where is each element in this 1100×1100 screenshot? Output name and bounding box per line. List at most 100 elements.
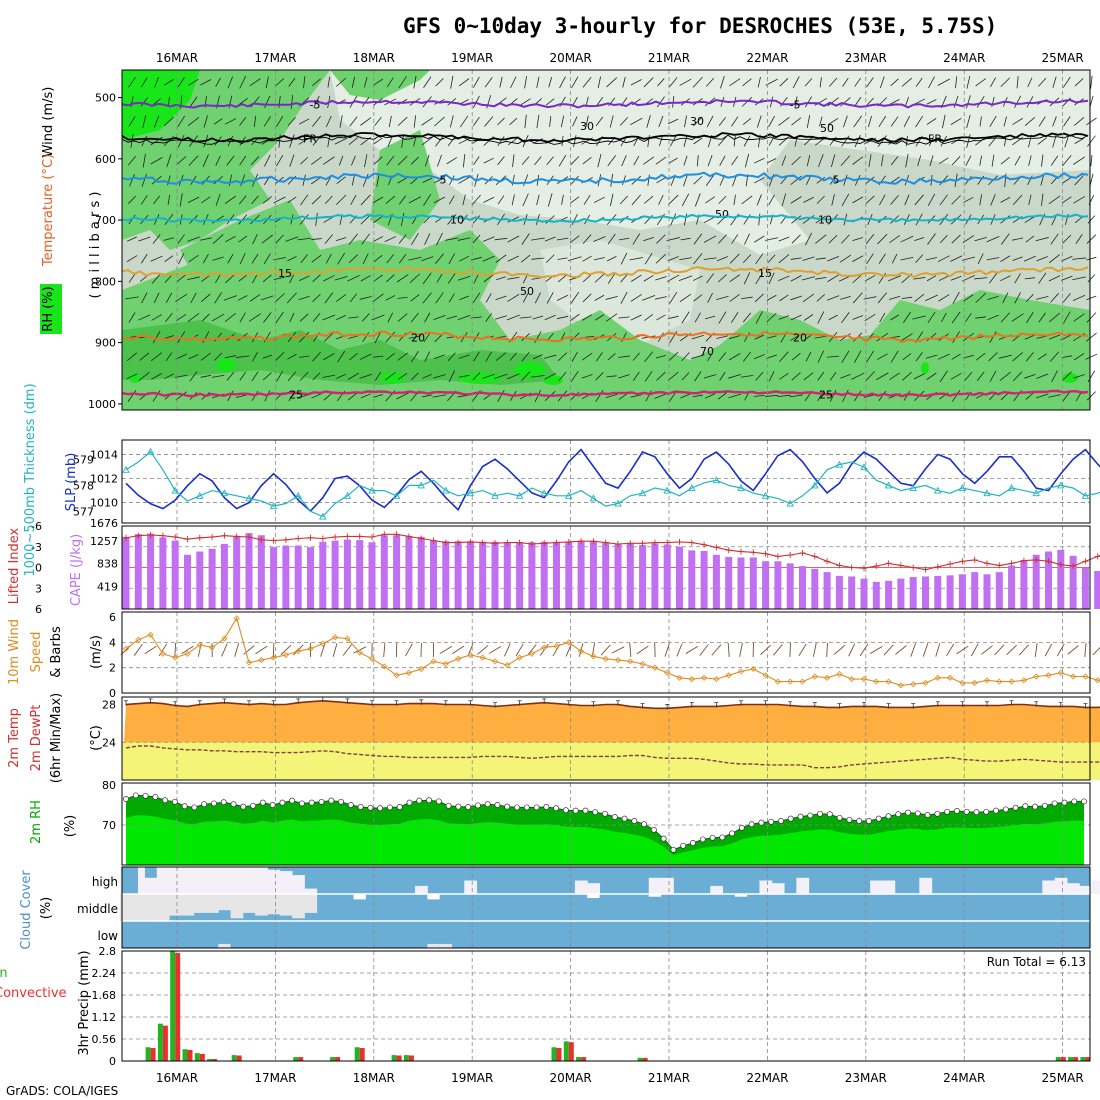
precip-total-bar — [231, 1055, 237, 1061]
wind-barb — [658, 136, 663, 147]
wind-barb — [545, 215, 555, 224]
wind-speed-marker — [701, 674, 708, 681]
wind-barb — [979, 155, 983, 166]
wind-barb — [705, 315, 716, 320]
wind-barb — [731, 312, 739, 323]
surface-wind-barb — [833, 645, 845, 655]
isotherm-label: FR — [303, 132, 317, 145]
wind-speed-marker — [1033, 673, 1040, 680]
wind-barb — [718, 195, 727, 204]
wind-barb — [1073, 353, 1085, 361]
high-cloud-gap — [415, 885, 428, 894]
lifted-index-marker — [393, 531, 400, 538]
high-cloud-gap — [759, 880, 773, 894]
cape-bar — [749, 557, 757, 609]
wind-barb — [681, 311, 690, 324]
wind-barb — [200, 79, 212, 86]
lifted-index-marker — [455, 539, 462, 546]
wind-barb — [1050, 293, 1059, 303]
wind-barb — [630, 79, 642, 86]
cape-bar — [995, 572, 1003, 609]
wind-barb — [142, 115, 147, 128]
temp-axis-unit: (°C) — [89, 725, 104, 751]
wind-barb — [953, 95, 959, 108]
wind-barb — [153, 115, 160, 128]
wind-barb — [397, 352, 408, 361]
rh2m-marker — [719, 834, 726, 841]
slp-tick: 1012 — [90, 472, 118, 485]
wind-barb — [755, 272, 764, 285]
thickness-marker — [737, 484, 745, 491]
wind-barb — [582, 293, 592, 303]
wind-barb — [827, 274, 839, 283]
wind-barb — [1087, 274, 1096, 283]
precip-run-total: Run Total = 6.13 — [987, 955, 1086, 969]
wind-barb — [806, 115, 811, 128]
wind-barb — [621, 155, 627, 167]
wind-barb — [200, 293, 211, 303]
cape-bar — [540, 541, 548, 609]
wind-barb — [989, 370, 997, 382]
wind-barb — [561, 194, 564, 205]
wind-barb — [693, 137, 703, 145]
wind-barb — [986, 235, 1000, 243]
wind-speed-marker — [1082, 673, 1089, 680]
wind-barb — [865, 233, 875, 245]
wind-barb — [681, 352, 690, 362]
rh2m-marker — [347, 802, 354, 808]
rh2m-marker — [1081, 798, 1087, 805]
temperature-max-marker — [148, 698, 153, 704]
wind-barb — [716, 335, 729, 339]
date-label-top: 24MAR — [943, 51, 985, 65]
lifted-index-marker — [159, 532, 166, 539]
middle-cloud-gap — [648, 894, 662, 897]
wind-barb — [152, 234, 161, 244]
wind-barb — [890, 215, 900, 224]
wind-barb — [1036, 256, 1048, 262]
wind-barb — [472, 234, 481, 244]
wind-barb — [817, 350, 825, 363]
surface-wind-barb — [859, 643, 869, 657]
wind-barb — [804, 96, 813, 108]
wind-barb — [224, 118, 237, 125]
wind-barb — [362, 253, 369, 264]
precip-total-bar — [157, 1023, 163, 1061]
thickness-marker — [638, 489, 647, 497]
wind-barb — [262, 196, 272, 204]
wind-barb — [349, 293, 357, 303]
cape-bar — [134, 534, 142, 609]
wind-barb — [289, 273, 295, 284]
wind-barb — [966, 95, 971, 109]
precip-convective-bar — [298, 1057, 304, 1061]
wind-barb — [779, 78, 789, 87]
wind-barb — [1073, 313, 1085, 322]
lifted-index-marker — [504, 539, 511, 546]
wind-barb — [768, 272, 775, 285]
temperature-max-marker — [542, 698, 547, 704]
cape-bar — [799, 566, 806, 609]
cape-bar — [725, 556, 733, 609]
wind-barb — [408, 256, 422, 261]
wind-barb — [691, 354, 705, 359]
wind-barb — [630, 117, 643, 126]
wind-barb — [261, 295, 274, 301]
wind-barb — [350, 194, 357, 205]
wind-barb — [691, 334, 704, 340]
wind-barb — [287, 196, 297, 204]
wind-barb — [224, 313, 236, 322]
wind-barb — [264, 95, 271, 109]
wind-barb — [827, 355, 840, 358]
wind-barb — [458, 176, 470, 184]
wind-barb — [251, 253, 259, 264]
wind-barb — [188, 354, 199, 360]
wind-barb — [827, 255, 840, 262]
wind-speed-marker — [676, 674, 683, 681]
wind-axis-label-1: 10m Wind — [7, 619, 22, 685]
wind-barb — [1035, 296, 1049, 300]
wind-barb — [667, 371, 679, 381]
wind-speed-marker — [811, 673, 818, 680]
wind-barb — [558, 154, 567, 167]
wind-barb — [781, 155, 787, 166]
wind-barb — [240, 174, 246, 187]
wind-barb — [1086, 295, 1097, 301]
